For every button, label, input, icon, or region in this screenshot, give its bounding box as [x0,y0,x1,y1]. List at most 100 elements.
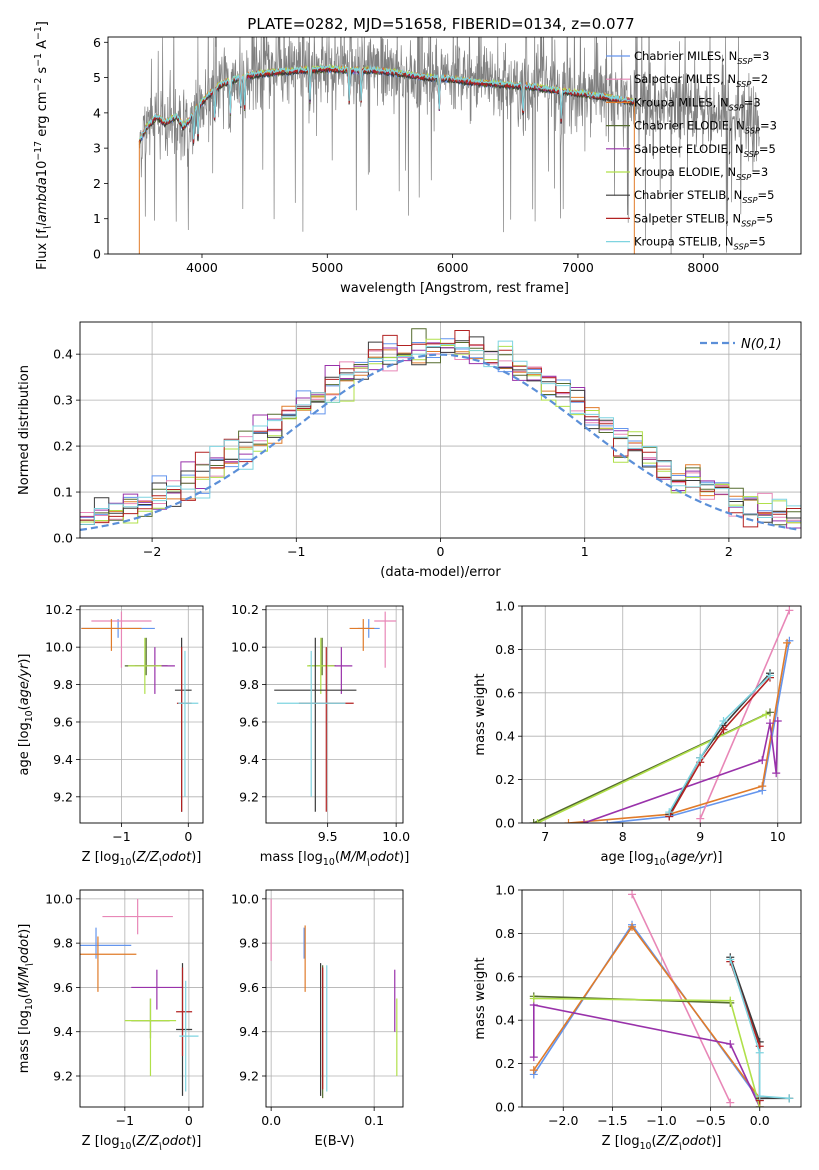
weight-marker-2 [758,782,767,791]
y-tick-label: 0.2 [53,439,73,454]
panel-age_vs_Z: −1 0 9.2 9.4 9.6 9.8 10.0 10.2 Z [log10(Z/Z\odot… [17,602,204,868]
y-tick-label: 9.8 [53,677,73,692]
y-tick-label: 0.0 [53,531,73,546]
plot-area [80,898,199,1096]
x-tick-label: 9 [696,829,704,844]
axes-frame [79,321,802,539]
weight-marker-8 [719,717,728,726]
x-tick-label: 4000 [186,260,218,275]
plot-area [529,606,794,823]
y-axis-label: Normed distribution [17,365,32,495]
x-axis-label: mass [log10(M/M\odot)] [260,850,410,868]
y-tick-label: 9.2 [53,789,73,804]
y-tick-label: 0.1 [53,485,73,500]
y-tick-label: 9.2 [53,1069,73,1084]
y-tick-label: 0.2 [495,772,515,787]
x-tick-label: 8000 [687,260,719,275]
y-tick-label: 0.8 [495,642,515,657]
legend-label-2: Kroupa MILES, NSSP=3 [634,95,761,112]
y-tick-label: 0.4 [495,729,515,744]
weight-marker-4 [726,1040,735,1049]
y-tick-label: 0.4 [53,347,73,362]
y-tick-label: 10.0 [45,891,73,906]
weight-marker-2 [529,1066,538,1075]
model-spectrum-7 [138,65,635,143]
weight-marker-5 [762,710,771,719]
y-tick-label: 9.4 [239,1024,259,1039]
x-tick-label: 0.1 [364,1113,384,1128]
x-tick-label: 10.0 [382,829,410,844]
residual-histogram-8 [80,340,801,525]
x-tick-label: 9.5 [318,829,338,844]
x-axis-label: Z [log10(Z/Z\odot)] [82,1134,202,1152]
y-axis-label: mass [log10(M/M\odot)] [17,924,35,1074]
weight-marker-8 [665,808,674,817]
weight-line-8 [729,959,790,1100]
weight-line-7 [668,677,771,817]
y-axis-label: mass weight [473,957,488,1039]
x-tick-label: −0.5 [695,1113,725,1128]
weight-marker-8 [755,1092,764,1101]
legend-label-3: Chabrier ELODIE, NSSP=3 [634,119,777,136]
weight-marker-1 [696,814,705,823]
x-tick-label: 10 [770,829,786,844]
weight-line-1 [699,609,791,820]
weight-line-1 [631,893,732,1104]
weight-line-2 [533,925,761,1107]
x-tick-label: 7 [541,829,549,844]
y-tick-label: 10.0 [45,640,73,655]
y-tick-label: 2 [93,176,101,191]
legend-label-7: Salpeter STELIB, NSSP=5 [634,211,773,228]
legend: N(0,1) [700,337,782,352]
x-tick-label: 0.0 [750,1113,770,1128]
weight-marker-4 [758,756,767,765]
x-tick-label: 2 [725,544,733,559]
weight-marker-4 [580,819,588,823]
weight-marker-2 [628,922,637,931]
weight-marker-8 [696,753,705,762]
panel-age_vs_mass: 9.5 10.0 9.2 9.4 9.6 9.8 10.0 10.2 mass [log10(M… [231,602,410,868]
y-tick-label: 6 [93,35,101,50]
y-tick-label: 3 [93,141,101,156]
x-axis-label: E(B-V) [314,1134,354,1149]
legend-label-0: Chabrier MILES, NSSP=3 [634,49,769,66]
weight-line-0 [533,923,761,1107]
axes-frame [107,36,802,255]
weight-line-8 [668,674,771,813]
plot-area [138,37,760,254]
y-tick-label: 10.2 [231,602,259,617]
y-tick-label: 1.0 [495,599,515,614]
y-axis-label: Flux [f\lambda10−17 erg cm−2 s−1 A−1] [33,21,53,270]
x-tick-label: 6000 [437,260,469,275]
axes-frame [79,605,204,824]
legend-label-8: Kroupa STELIB, NSSP=5 [634,235,766,252]
x-axis-label: Z [log10(Z/Z\odot)] [602,1134,722,1152]
plot-area [81,611,199,812]
y-tick-label: 0.4 [495,1013,515,1028]
x-tick-label: −2 [143,544,161,559]
x-tick-label: 0 [437,544,445,559]
panel-mass_vs_Z: −1 0 9.2 9.4 9.6 9.8 10.0 Z [log10(Z/Z\odot)] ma… [17,889,204,1152]
normal-reference-curve [80,353,799,531]
x-tick-label: 0 [185,1113,193,1128]
x-axis-label: wavelength [Angstrom, rest frame] [340,281,569,296]
plot-area [529,890,794,1107]
x-axis-label: Z [log10(Z/Z\odot)] [82,850,202,868]
y-axis-label: age [log10(age/yr)] [17,653,35,775]
panel-mass_vs_ebv: 0.0 0.1 9.2 9.4 9.6 9.8 10.0 E(B-V) [231,889,404,1149]
legend-label-1: Salpeter MILES, NSSP=2 [634,72,768,89]
y-tick-label: 9.2 [239,789,259,804]
x-tick-label: 7000 [562,260,594,275]
panel-residuals: −2 −1 0 1 2 0.0 0.1 0.2 0.3 0.4 (data-model)/error… [17,321,802,580]
y-tick-label: 1.0 [495,883,515,898]
weight-marker-4 [773,717,782,726]
x-tick-label: −1.5 [597,1113,627,1128]
y-tick-label: 9.4 [53,1024,73,1039]
weight-marker-8 [785,1094,794,1103]
y-axis-label: mass weight [473,673,488,755]
y-tick-label: 10.2 [45,602,73,617]
x-tick-label: −1 [116,1113,134,1128]
panel-weight_vs_age: 7 8 9 10 0.0 0.2 0.4 0.6 0.8 1.0 age [log10(age/yr… [473,599,802,868]
axes-frame [521,889,802,1108]
